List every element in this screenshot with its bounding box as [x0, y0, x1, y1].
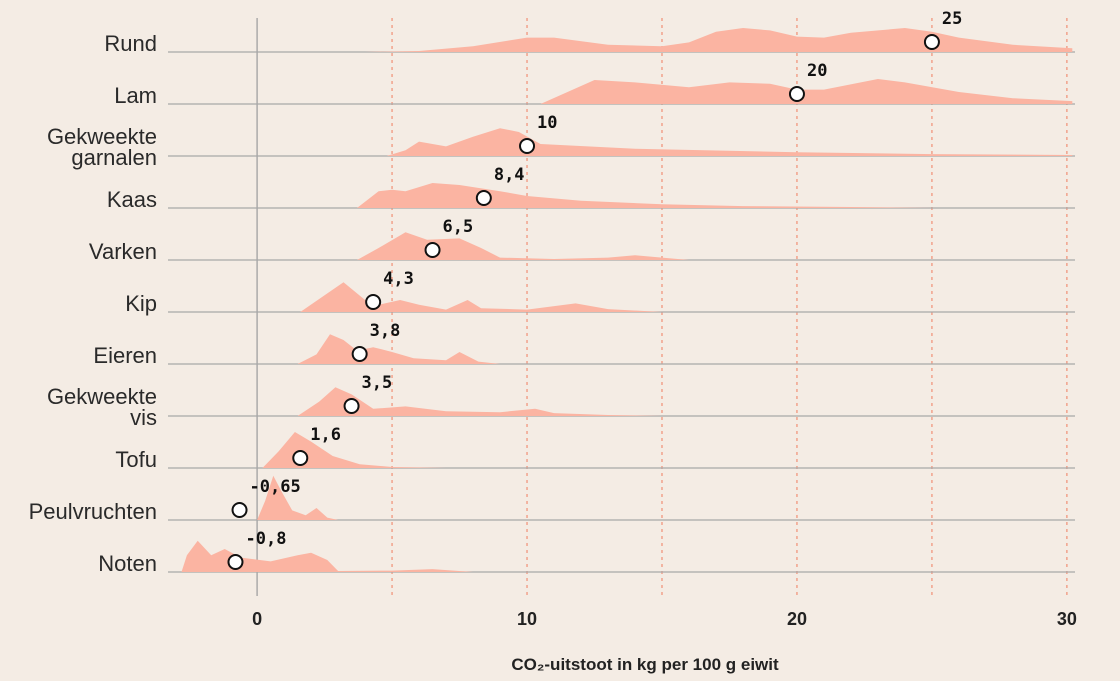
- density-area: [357, 183, 932, 208]
- value-label: 1,6: [310, 425, 341, 445]
- category-label: Tofu: [115, 447, 157, 472]
- density-area: [300, 282, 662, 312]
- density-area: [357, 232, 689, 260]
- category-label: Peulvruchten: [29, 499, 157, 524]
- median-marker: [292, 450, 309, 466]
- category-label: Kip: [125, 291, 157, 316]
- category-label: Kaas: [107, 187, 157, 212]
- median-marker: [519, 138, 536, 154]
- median-marker: [343, 398, 360, 414]
- category-label: Eieren: [93, 343, 157, 368]
- category-label: Lam: [114, 83, 157, 108]
- x-tick-label: 10: [517, 609, 537, 629]
- value-label: 20: [807, 61, 827, 81]
- median-marker: [923, 34, 940, 50]
- median-marker: [365, 294, 382, 310]
- category-label: Gekweekte garnalen: [47, 124, 157, 170]
- density-area: [181, 540, 473, 572]
- median-marker: [351, 346, 368, 362]
- value-label: 8,4: [494, 165, 525, 185]
- median-marker: [424, 242, 441, 258]
- value-label: 3,8: [370, 321, 401, 341]
- category-label: Varken: [89, 239, 157, 264]
- median-marker: [475, 190, 492, 206]
- value-label: 4,3: [383, 269, 414, 289]
- x-tick-label: 0: [252, 609, 262, 629]
- x-tick-label: 30: [1057, 609, 1077, 629]
- median-marker: [231, 502, 248, 518]
- value-label: 6,5: [443, 217, 474, 237]
- density-area: [386, 128, 1073, 156]
- density-area: [540, 79, 1073, 104]
- value-label: 10: [537, 113, 557, 133]
- category-label: Noten: [98, 551, 157, 576]
- x-axis-label: CO₂-uitstoot in kg per 100 g eiwit: [511, 655, 779, 674]
- value-label: 3,5: [362, 373, 393, 393]
- density-area: [257, 475, 339, 520]
- density-area: [297, 334, 500, 364]
- category-label: Gekweekte vis: [47, 384, 157, 430]
- value-label: -0,65: [250, 477, 301, 497]
- median-marker: [788, 86, 805, 102]
- density-area: [297, 387, 662, 416]
- density-area: [365, 28, 1073, 52]
- category-label: Rund: [104, 31, 157, 56]
- density-area: [262, 432, 446, 468]
- value-label: -0,8: [245, 529, 286, 549]
- x-tick-label: 20: [787, 609, 807, 629]
- value-label: 25: [942, 9, 962, 29]
- median-marker: [227, 554, 244, 570]
